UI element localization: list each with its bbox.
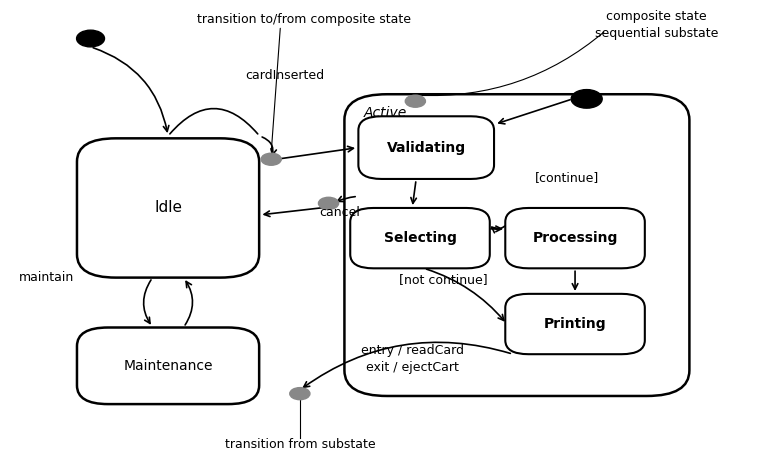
Text: Maintenance: Maintenance: [123, 359, 213, 373]
Circle shape: [318, 197, 338, 209]
Text: transition to/from composite state: transition to/from composite state: [197, 14, 411, 27]
Text: composite state
sequential substate: composite state sequential substate: [594, 10, 718, 40]
FancyBboxPatch shape: [505, 208, 645, 269]
Text: Selecting: Selecting: [384, 231, 457, 245]
Text: [continue]: [continue]: [535, 171, 599, 184]
Circle shape: [76, 30, 104, 47]
Circle shape: [571, 90, 602, 108]
Text: cardInserted: cardInserted: [245, 69, 324, 82]
Text: entry / readCard
exit / ejectCart: entry / readCard exit / ejectCart: [361, 344, 464, 374]
Circle shape: [289, 388, 310, 400]
Text: Validating: Validating: [387, 141, 466, 155]
FancyBboxPatch shape: [359, 116, 494, 179]
Text: cancel: cancel: [319, 206, 360, 219]
Text: transition from substate: transition from substate: [225, 438, 375, 451]
FancyBboxPatch shape: [77, 327, 259, 404]
Text: Printing: Printing: [544, 317, 606, 331]
FancyBboxPatch shape: [345, 94, 689, 396]
Circle shape: [405, 95, 426, 107]
Text: [not continue]: [not continue]: [399, 273, 488, 286]
Text: maintain: maintain: [19, 271, 74, 284]
Text: Processing: Processing: [532, 231, 618, 245]
FancyBboxPatch shape: [350, 208, 490, 269]
Text: Idle: Idle: [154, 200, 182, 215]
Text: Active: Active: [364, 106, 408, 120]
FancyBboxPatch shape: [505, 294, 645, 354]
Circle shape: [261, 153, 281, 165]
FancyBboxPatch shape: [77, 138, 259, 277]
